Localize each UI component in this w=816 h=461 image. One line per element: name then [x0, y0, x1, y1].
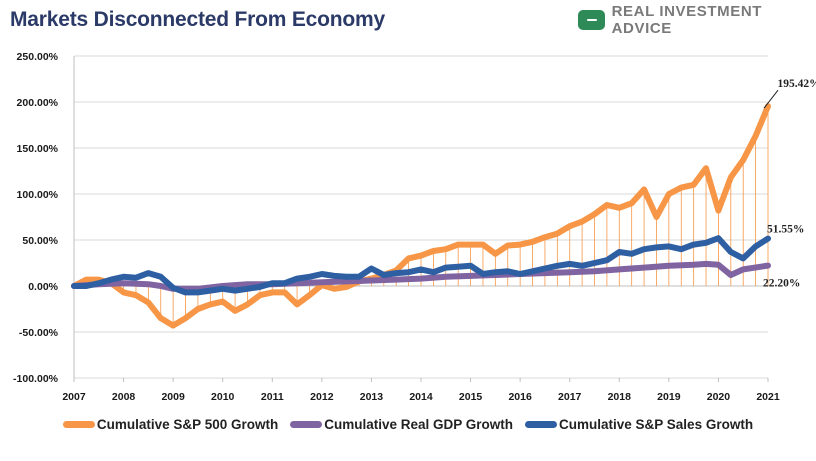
- legend-item: Cumulative Real GDP Growth: [290, 417, 513, 432]
- x-tick-label: 2017: [558, 391, 582, 403]
- chat-bubble-icon: [578, 10, 605, 30]
- x-tick-label: 2016: [508, 391, 532, 403]
- y-tick-label: 50.00%: [22, 235, 58, 247]
- x-tick-label: 2012: [310, 391, 334, 403]
- x-tick-label: 2007: [62, 391, 86, 403]
- x-tick-label: 2021: [756, 391, 780, 403]
- chart-title: Markets Disconnected From Economy: [10, 8, 385, 31]
- legend-label: Cumulative S&P 500 Growth: [96, 417, 279, 432]
- legend-swatch: [290, 421, 323, 428]
- legend: Cumulative S&P 500 Growth Cumulative Real…: [0, 417, 816, 432]
- y-tick-label: 0.00%: [28, 281, 58, 293]
- y-tick-label: 100.00%: [17, 189, 59, 201]
- legend-item: Cumulative S&P 500 Growth: [62, 417, 279, 432]
- legend-swatch: [525, 421, 558, 428]
- legend-label: Cumulative Real GDP Growth: [324, 417, 514, 432]
- x-tick-label: 2010: [211, 391, 235, 403]
- x-tick-label: 2013: [360, 391, 384, 403]
- annotation-label: 195.42%: [777, 78, 816, 90]
- y-tick-label: -100.00%: [13, 373, 59, 385]
- x-tick-label: 2018: [608, 391, 632, 403]
- x-tick-label: 2015: [459, 391, 483, 403]
- y-tick-label: -50.00%: [19, 327, 59, 339]
- x-tick-label: 2019: [657, 391, 681, 403]
- x-tick-label: 2014: [409, 391, 433, 403]
- x-tick-label: 2011: [261, 391, 284, 403]
- annotation-label: 51.55%: [767, 224, 804, 236]
- series-line: [71, 235, 771, 296]
- legend-item: Cumulative S&P Sales Growth: [525, 417, 753, 432]
- brand-logo: REAL INVESTMENT ADVICE: [578, 3, 816, 37]
- series-line: [71, 103, 771, 329]
- legend-swatch: [62, 421, 95, 428]
- y-tick-label: 150.00%: [17, 143, 59, 155]
- y-tick-label: 200.00%: [17, 97, 59, 109]
- annotation-label: 22.20%: [763, 278, 800, 290]
- legend-label: Cumulative S&P Sales Growth: [559, 417, 754, 432]
- x-tick-label: 2008: [112, 391, 136, 403]
- annotation-leader: [763, 89, 779, 109]
- brand-name: REAL INVESTMENT ADVICE: [611, 3, 763, 37]
- x-tick-label: 2009: [161, 391, 185, 403]
- x-tick-label: 2020: [707, 391, 731, 403]
- y-tick-label: 250.00%: [17, 51, 59, 63]
